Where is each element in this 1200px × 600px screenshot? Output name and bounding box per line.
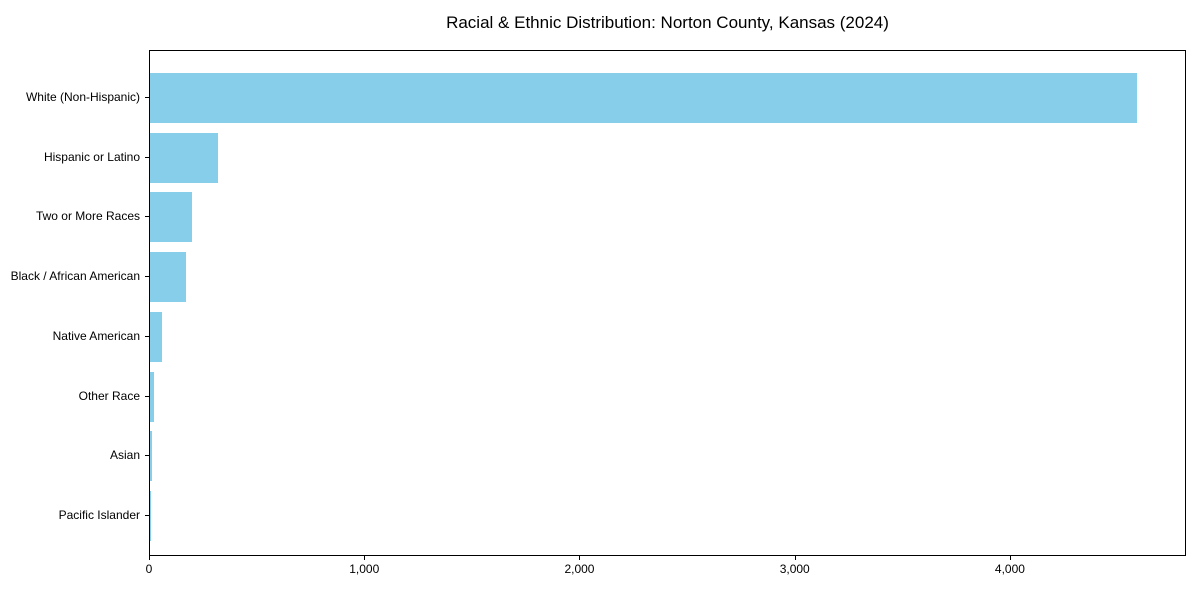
y-tick-label: Pacific Islander <box>58 507 140 522</box>
x-tick-label: 1,000 <box>349 562 380 576</box>
y-tick-mark <box>145 276 149 278</box>
y-tick-mark <box>145 395 149 397</box>
x-tick-label: 2,000 <box>564 562 595 576</box>
y-tick-label: Asian <box>109 448 140 463</box>
plot-area <box>149 50 1186 556</box>
x-tick-mark <box>149 556 150 560</box>
bar <box>150 252 186 303</box>
y-tick-label: Black / African American <box>10 269 140 284</box>
x-tick-mark <box>579 556 581 560</box>
y-tick-label: White (Non-Hispanic) <box>25 90 140 104</box>
x-tick-label: 0 <box>145 562 153 576</box>
chart-title: Racial & Ethnic Distribution: Norton Cou… <box>446 13 889 32</box>
x-tick-mark <box>1009 556 1011 560</box>
x-tick-label: 4,000 <box>994 562 1025 576</box>
y-tick-label: Native American <box>52 328 140 343</box>
x-tick-mark <box>364 556 366 560</box>
y-tick-mark <box>145 514 149 516</box>
bar <box>150 431 152 482</box>
bar <box>150 192 192 243</box>
y-tick-mark <box>145 156 149 158</box>
bar <box>150 73 1137 123</box>
y-tick-mark <box>145 216 149 218</box>
y-tick-mark <box>145 97 149 98</box>
bar <box>150 311 162 362</box>
x-tick-mark <box>794 556 796 560</box>
y-tick-label: Other Race <box>78 388 140 403</box>
y-tick-label: Hispanic or Latino <box>43 149 140 164</box>
x-tick-label: 3,000 <box>779 562 810 576</box>
y-tick-label: Two or More Races <box>35 209 140 224</box>
bar <box>150 132 218 183</box>
bar <box>150 371 155 422</box>
y-tick-mark <box>145 335 149 337</box>
y-tick-mark <box>145 455 149 457</box>
